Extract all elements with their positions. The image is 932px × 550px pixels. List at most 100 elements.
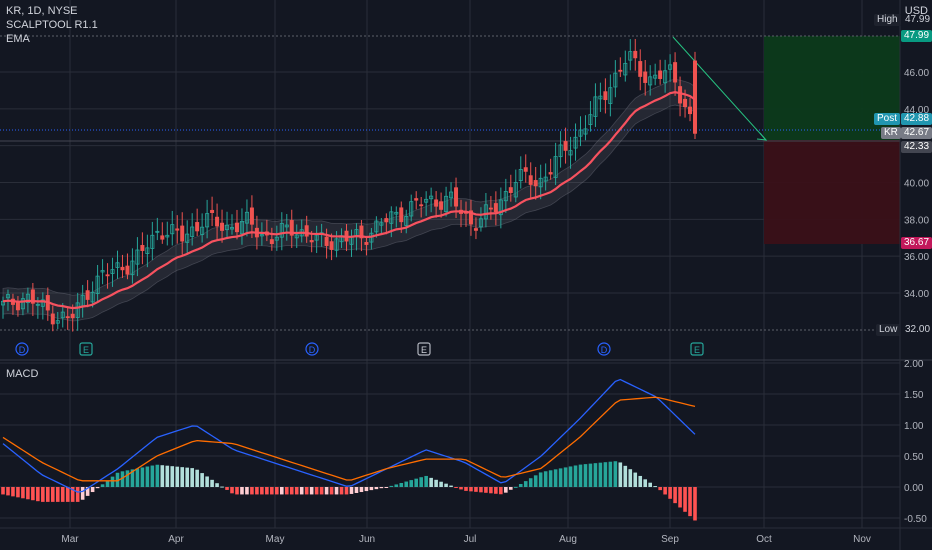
stop-price-tag: 36.67	[901, 237, 932, 249]
event-marker-letter: E	[421, 345, 427, 355]
currency-label[interactable]: USD	[904, 5, 928, 17]
macd-histogram-bar	[41, 487, 45, 502]
symbol-legend[interactable]: KR, 1D, NYSE	[6, 5, 78, 17]
macd-histogram-bar	[329, 487, 334, 495]
macd-histogram-bar	[369, 487, 374, 491]
candle-body	[225, 224, 230, 231]
macd-tick-label: 1.00	[904, 421, 924, 432]
macd-histogram-bar	[504, 487, 508, 493]
macd-legend[interactable]: MACD	[6, 368, 39, 380]
earnings-marker-box	[417, 342, 431, 356]
candle-body	[588, 114, 593, 125]
macd-histogram-bar	[75, 487, 80, 502]
macd-histogram-bar	[70, 487, 75, 502]
macd-histogram-bar	[190, 468, 194, 487]
macd-histogram-bar	[469, 487, 473, 492]
price-tick-label: 34.00	[904, 289, 929, 300]
projection-arrow	[672, 36, 767, 141]
macd-histogram-bar	[65, 487, 70, 502]
time-tick-label: Apr	[168, 534, 184, 545]
macd-histogram-bar	[364, 487, 369, 492]
dividend-marker: D	[15, 342, 29, 356]
macd-histogram-bar	[339, 487, 344, 495]
candle-body	[628, 51, 633, 61]
candle-body	[60, 311, 65, 319]
macd-histogram-bar	[95, 487, 100, 489]
candle-body	[200, 226, 205, 235]
macd-histogram-bar	[175, 466, 180, 487]
candle-body	[618, 69, 623, 72]
candle-body	[473, 228, 478, 231]
macd-histogram-bar	[494, 487, 498, 494]
macd-histogram-bar	[284, 487, 289, 495]
macd-histogram-bar	[693, 487, 697, 521]
macd-histogram-bar	[105, 480, 110, 487]
macd-histogram-bar	[414, 478, 419, 487]
macd-histogram-bar	[459, 487, 463, 490]
macd-histogram-bar	[628, 469, 633, 487]
candle-body	[598, 95, 603, 100]
macd-pane	[1, 378, 697, 521]
macd-histogram-bar	[399, 482, 404, 487]
candle-body	[374, 220, 379, 233]
macd-histogram-bar	[245, 487, 249, 495]
candle-body	[220, 222, 225, 231]
macd-histogram-bar	[275, 487, 279, 495]
candle-body	[518, 169, 523, 182]
candle-body	[643, 71, 648, 83]
candle-body	[279, 223, 284, 238]
macd-histogram-bar	[523, 481, 528, 487]
macd-histogram-bar	[548, 470, 553, 487]
indicator-legend-ema[interactable]: EMA	[6, 33, 30, 45]
macd-histogram-bar	[135, 468, 140, 487]
candle-body	[210, 209, 215, 213]
post-tag-label: Post	[874, 113, 901, 125]
macd-histogram-bar	[573, 465, 578, 487]
macd-histogram-bar	[508, 487, 513, 490]
candle-body	[150, 234, 155, 249]
macd-histogram-bar	[314, 487, 319, 495]
candle-body	[274, 236, 279, 241]
dividend-marker-ring	[305, 342, 319, 356]
macd-histogram-bar	[80, 487, 85, 500]
candle-body	[359, 225, 364, 239]
candlestick-series	[0, 38, 698, 332]
indicator-legend-scalptool[interactable]: SCALPTOOL R1.1	[6, 19, 98, 31]
candle-body	[40, 299, 45, 307]
candle-body	[289, 220, 294, 236]
candle-body	[568, 150, 573, 156]
candle-body	[35, 303, 40, 306]
candle-body	[85, 290, 90, 300]
macd-histogram-bar	[543, 471, 548, 487]
candle-body	[20, 298, 25, 310]
candle-body	[145, 247, 150, 255]
macd-histogram-bar	[270, 487, 274, 495]
candle-body	[429, 195, 434, 200]
candle-body	[623, 62, 628, 76]
signal-line	[2, 396, 696, 482]
event-marker-letter: D	[19, 345, 26, 355]
candle-body	[483, 204, 488, 220]
candle-body	[309, 240, 314, 243]
candle-body	[230, 227, 235, 230]
macd-histogram-bar	[518, 484, 523, 487]
time-tick-label: Oct	[756, 534, 772, 545]
macd-histogram-bar	[324, 487, 329, 495]
candle-body	[583, 128, 588, 135]
macd-histogram-bar	[165, 465, 170, 487]
macd-histogram-bar	[464, 487, 468, 491]
earnings-marker: E	[690, 342, 704, 356]
macd-histogram-bar	[160, 465, 165, 487]
candle-body	[50, 313, 55, 325]
macd-histogram-bar	[309, 487, 314, 495]
macd-histogram-bar	[444, 483, 448, 487]
macd-histogram-bar	[379, 487, 384, 489]
candle-body	[493, 203, 498, 213]
macd-histogram-bar	[100, 484, 105, 487]
event-marker-letter: D	[309, 345, 316, 355]
macd-histogram-bar	[230, 487, 234, 494]
macd-histogram-bar	[553, 469, 558, 487]
macd-histogram-bar	[31, 487, 35, 501]
macd-histogram-bar	[653, 486, 657, 488]
